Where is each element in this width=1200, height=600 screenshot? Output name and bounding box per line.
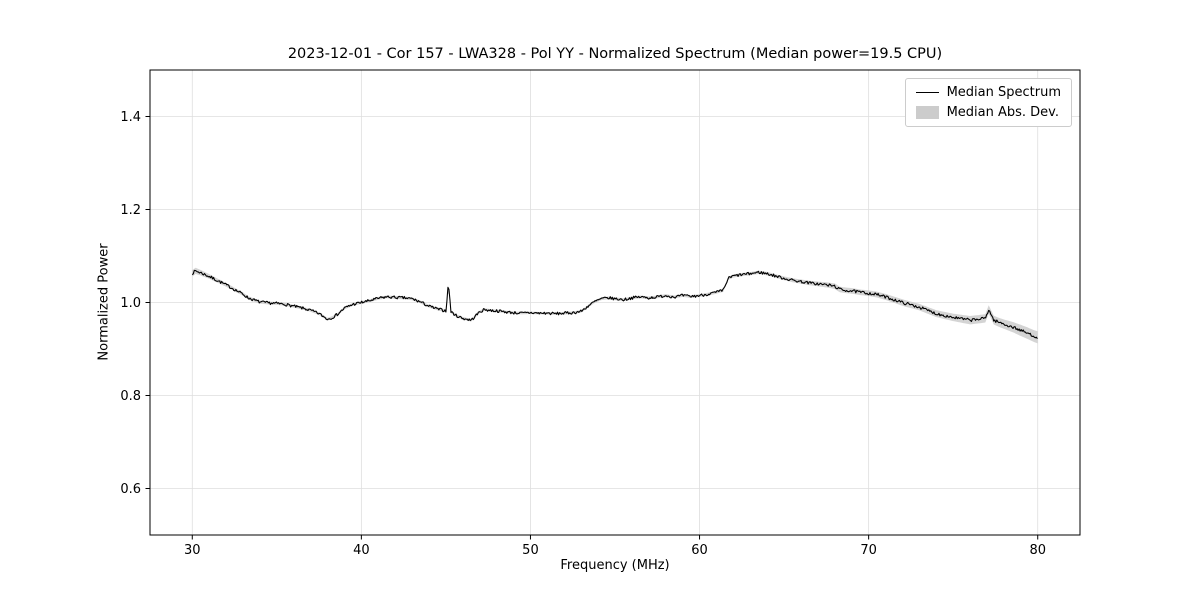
svg-text:1.4: 1.4 (120, 110, 141, 125)
svg-text:50: 50 (522, 543, 539, 558)
svg-text:30: 30 (184, 543, 201, 558)
svg-text:40: 40 (353, 543, 370, 558)
chart-title: 2023-12-01 - Cor 157 - LWA328 - Pol YY -… (287, 46, 943, 62)
legend: Median Spectrum Median Abs. Dev. (904, 78, 1072, 127)
legend-label-median-spectrum: Median Spectrum (946, 85, 1061, 100)
legend-patch-swatch (915, 106, 939, 119)
svg-text:70: 70 (860, 543, 877, 558)
svg-text:0.6: 0.6 (120, 482, 141, 497)
legend-label-median-abs-dev: Median Abs. Dev. (946, 105, 1060, 120)
legend-line-swatch (915, 92, 939, 93)
svg-text:0.8: 0.8 (120, 389, 141, 404)
legend-item-median-spectrum: Median Spectrum (915, 85, 1061, 100)
x-axis-label: Frequency (MHz) (560, 558, 670, 573)
svg-text:1.0: 1.0 (120, 296, 141, 311)
legend-item-median-abs-dev: Median Abs. Dev. (915, 105, 1061, 120)
svg-text:1.2: 1.2 (120, 203, 141, 218)
svg-text:60: 60 (691, 543, 708, 558)
svg-text:80: 80 (1029, 543, 1046, 558)
y-axis-label: Normalized Power (96, 243, 112, 361)
